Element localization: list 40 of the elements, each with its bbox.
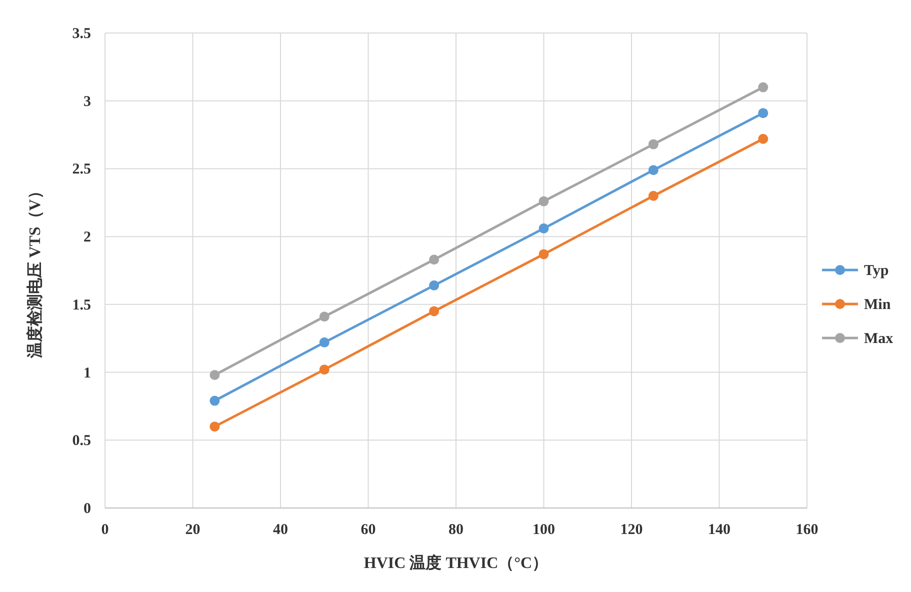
point (538, 249, 549, 260)
y-axis-title: 温度检测电压 VTS（V） (25, 183, 44, 359)
point (210, 422, 220, 432)
point (429, 254, 440, 265)
point (319, 312, 330, 322)
x-tick-label: 100 (532, 522, 555, 538)
y-tick-label: 1.5 (72, 297, 91, 314)
point (319, 337, 330, 348)
y-tick-label: 2.5 (72, 162, 91, 178)
point (538, 223, 549, 234)
y-tick-label: 1 (84, 365, 91, 382)
x-tick-label: 40 (273, 522, 288, 538)
y-tick-label: 0 (84, 501, 91, 517)
x-tick-label: 20 (185, 522, 200, 538)
y-tick-label: 3.5 (72, 26, 91, 42)
point (648, 139, 658, 150)
point (758, 82, 768, 92)
y-tick-label: 2 (84, 230, 91, 246)
point (319, 364, 330, 375)
point (429, 280, 440, 290)
legend-label: Max (864, 331, 894, 347)
x-tick-label: 140 (708, 522, 730, 538)
x-tick-label: 0 (101, 522, 109, 538)
y-tick-label: 0.5 (72, 433, 91, 450)
x-tick-label: 80 (448, 522, 464, 538)
point (648, 165, 658, 176)
point (210, 370, 220, 380)
x-tick-label: 160 (796, 522, 818, 538)
point (538, 196, 549, 206)
legend-label: Min (864, 297, 892, 313)
point (648, 190, 658, 201)
point (210, 396, 220, 406)
x-tick-label: 120 (620, 522, 643, 538)
point (758, 108, 768, 118)
point (429, 306, 440, 316)
legend-label: Typ (864, 263, 889, 279)
y-tick-label: 3 (84, 94, 91, 110)
x-axis-title: HVIC 温度 THVIC（°C） (364, 553, 548, 572)
point (758, 134, 768, 144)
x-tick-label: 60 (360, 522, 376, 538)
